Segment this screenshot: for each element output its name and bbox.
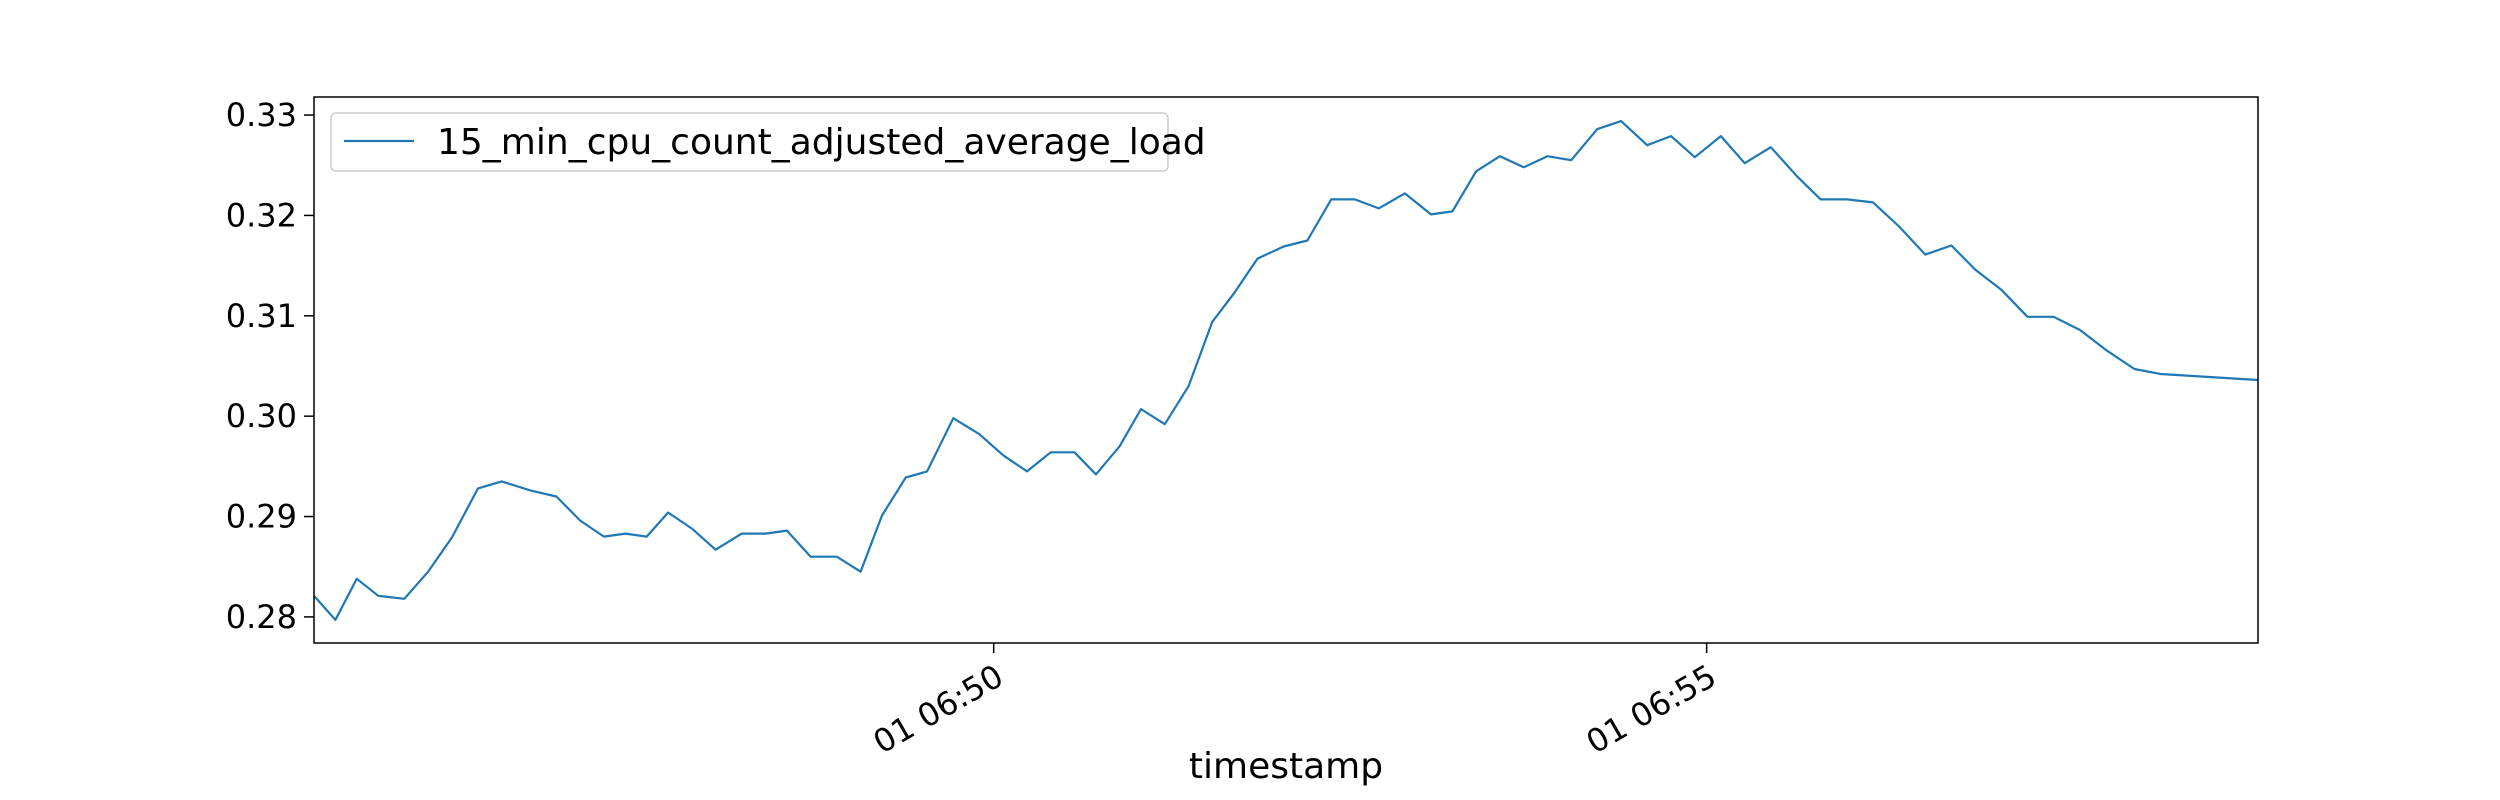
x-tick-label: 01 06:55 [1580, 657, 1723, 761]
y-tick-label: 0.33 [226, 96, 297, 134]
plot-area [313, 96, 2259, 644]
y-tick-label: 0.30 [226, 397, 297, 435]
series-line-15-min-cpu-count-adjusted-average-load [314, 119, 2258, 622]
x-axis: 01 06:50 01 06:55 [867, 643, 1723, 761]
y-axis: 0.28 0.29 0.30 0.31 0.32 0.33 [226, 96, 314, 636]
legend-label: 15_min_cpu_count_adjusted_average_load [437, 122, 1206, 163]
legend-box [330, 112, 1169, 172]
legend: 15_min_cpu_count_adjusted_average_load [330, 112, 1206, 172]
x-axis-title: timestamp [1189, 746, 1383, 787]
y-tick-label: 0.29 [226, 498, 297, 536]
y-tick-label: 0.28 [226, 598, 297, 636]
y-tick-label: 0.32 [226, 196, 297, 234]
plot-frame [313, 96, 2259, 644]
y-tick-label: 0.31 [226, 297, 297, 335]
x-tick-label: 01 06:50 [867, 657, 1010, 761]
